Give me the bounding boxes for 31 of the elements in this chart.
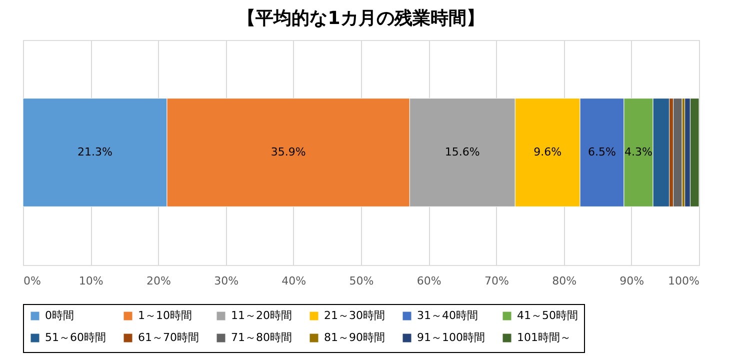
legend-label: 31～40時間 [417,309,478,322]
text: 9.6% [534,146,562,158]
text: 6.5% [588,146,616,158]
legend-label: 71～80時間 [231,331,292,344]
x-tick-label: 10% [78,274,104,288]
chart-title: 【平均的な1カ月の残業時間】 [238,8,484,29]
x-tick-label: 0% [24,274,41,288]
x-tick-label: 50% [349,274,374,288]
x-tick-label: 30% [214,274,239,288]
legend-label: 91～100時間 [417,331,485,344]
x-tick-label: 40% [282,274,306,288]
x-tick-label: 60% [416,274,442,288]
legend-label: 61～70時間 [138,331,199,344]
text: 4.3% [624,146,652,158]
text: 35.9% [270,146,306,158]
legend-label: 11～20時間 [231,309,292,322]
x-tick-label: 70% [484,274,509,288]
legend-label: 51～60時間 [45,331,106,344]
x-tick-label: 20% [146,274,171,288]
x-tick-label: 90% [620,274,644,288]
text: 21.3% [78,146,112,158]
text: 15.6% [444,146,480,158]
legend-label: 81～90時間 [324,331,385,344]
x-tick-label: 80% [552,274,577,288]
legend-label: 1～10時間 [138,309,192,322]
legend-label: 21～30時間 [324,309,385,322]
legend-label: 0時間 [45,309,74,322]
x-tick-label: 100% [668,274,700,288]
legend-label: 101時間～ [517,331,571,344]
legend-label: 41～50時間 [517,309,578,322]
bar [673,98,682,207]
